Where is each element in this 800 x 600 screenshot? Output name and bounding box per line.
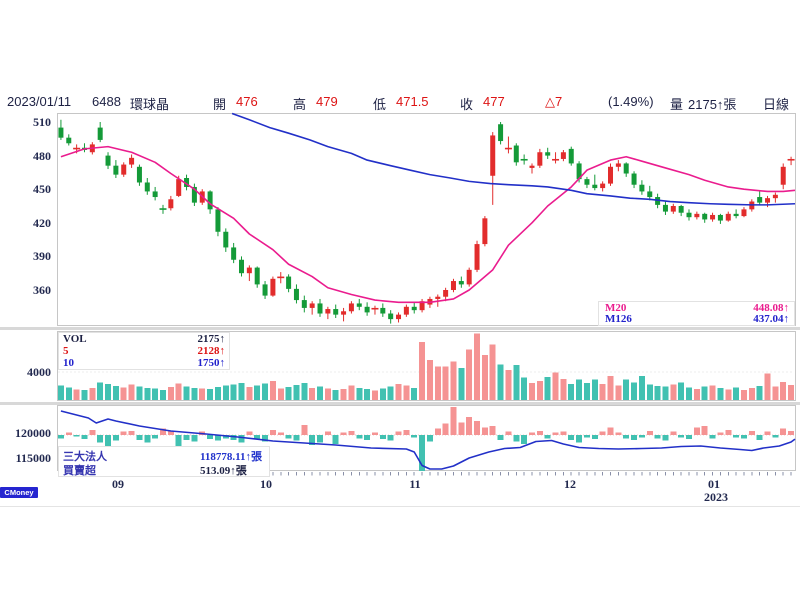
volume-value: 2175↑張 <box>688 97 737 112</box>
open-value: 476 <box>236 94 258 109</box>
change-percent: (1.49%) <box>608 94 654 109</box>
stock-code: 6488 <box>92 94 121 109</box>
volume-panel-frame <box>57 331 796 401</box>
inst-legend-line2: 買賣超 <box>63 465 96 477</box>
m126-label: M126 <box>605 313 632 325</box>
inst-holdings-value: 118778.11↑張 <box>200 451 263 463</box>
volume-axis-tick: 4000 <box>27 365 51 379</box>
inst-legend-line1: 三大法人 <box>63 451 107 463</box>
high-label: 高 <box>293 97 307 112</box>
vol-ma10-value: 1750↑ <box>197 357 226 369</box>
inst-legend-box <box>58 446 270 477</box>
low-value: 471.5 <box>396 94 429 109</box>
low-label: 低 <box>373 97 387 112</box>
month-label: 01 <box>708 477 720 491</box>
stock-name: 環球晶 <box>130 97 170 112</box>
price-axis-tick: 360 <box>33 283 51 297</box>
inst-axis-tick: 120000 <box>15 426 51 440</box>
price-axis-tick: 480 <box>33 149 51 163</box>
quote-date: 2023/01/11 <box>7 94 72 109</box>
vol-label: VOL <box>63 333 87 345</box>
cmoney-logo: CMoney <box>0 487 38 498</box>
vol-ma5-label: 5 <box>63 345 69 357</box>
month-label: 11 <box>409 477 421 491</box>
volume-label: 量 <box>670 97 684 112</box>
volume-legend-box <box>58 332 230 370</box>
inst-axis-tick: 115000 <box>15 451 51 465</box>
close-value: 477 <box>483 94 505 109</box>
timeframe-label: 日線 <box>763 97 790 112</box>
month-label: 10 <box>260 477 272 491</box>
institutional-panel-frame <box>57 405 796 471</box>
panel-separator <box>0 402 800 405</box>
m20-value: 448.08↑ <box>753 302 789 314</box>
quote-header: 2023/01/11 6488 環球晶 開 476 高 479 低 471.5 … <box>0 94 800 112</box>
price-axis-tick: 510 <box>33 115 51 129</box>
m126-value: 437.04↑ <box>753 313 789 325</box>
ma-legend-box <box>598 301 795 326</box>
vol-value: 2175↑ <box>197 333 226 345</box>
panel-separator <box>0 327 800 330</box>
open-label: 開 <box>213 97 227 112</box>
change-value: △7 <box>545 94 563 109</box>
price-axis-tick: 450 <box>33 182 51 196</box>
inst-netbuy-value: 513.09↑張 <box>200 465 247 477</box>
vol-ma5-value: 2128↑ <box>197 345 226 357</box>
close-label: 收 <box>460 97 474 112</box>
month-label: 09 <box>112 477 124 491</box>
month-label: 12 <box>564 477 576 491</box>
bottom-divider <box>0 506 800 507</box>
m20-label: M20 <box>605 302 627 314</box>
year-label: 2023 <box>704 490 728 504</box>
price-panel-frame <box>57 113 796 326</box>
price-axis-tick: 390 <box>33 249 51 263</box>
price-axis-tick: 420 <box>33 216 51 230</box>
vol-ma10-label: 10 <box>63 357 74 369</box>
high-value: 479 <box>316 94 338 109</box>
